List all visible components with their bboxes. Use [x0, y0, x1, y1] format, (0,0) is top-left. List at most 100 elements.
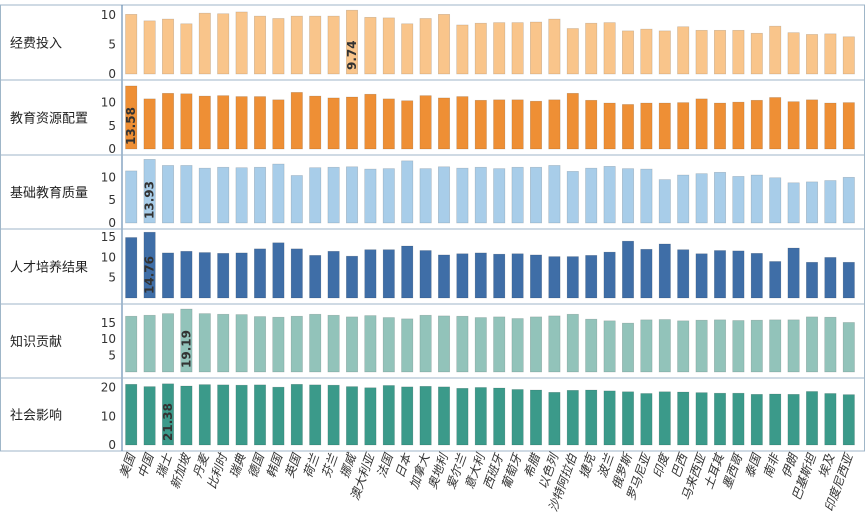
bar [327, 97, 340, 150]
bar [419, 95, 432, 150]
bar [125, 315, 138, 373]
bar [585, 318, 598, 373]
bar [805, 316, 819, 373]
bar [732, 320, 745, 373]
y-tick-label: 15 [101, 230, 116, 244]
row-label: 社会影响 [10, 408, 62, 424]
bar [640, 28, 653, 75]
bar [345, 166, 359, 224]
bar [254, 96, 267, 150]
bar [713, 102, 727, 150]
bar [401, 160, 414, 224]
bar [603, 251, 616, 299]
panel-2: 教育资源配置 0 5 10 13.58 [0, 79, 865, 156]
bar [180, 23, 193, 75]
bar [658, 30, 671, 75]
bar [437, 97, 451, 150]
bar [474, 22, 487, 75]
bar [162, 252, 175, 299]
value-label: 13.93 [143, 181, 157, 219]
bar [640, 168, 653, 224]
bar [824, 316, 837, 373]
bar [658, 319, 671, 373]
bar [474, 252, 487, 299]
bar [548, 315, 561, 373]
bar [290, 15, 303, 75]
bar [787, 319, 800, 373]
bar [732, 101, 745, 150]
bar [290, 175, 303, 224]
bar [585, 167, 598, 224]
bar [272, 99, 285, 150]
bar [382, 385, 395, 446]
bar [493, 316, 506, 373]
bar [677, 249, 690, 299]
bar [143, 159, 156, 224]
bar [842, 394, 855, 446]
bar [805, 181, 819, 224]
bar [677, 320, 690, 373]
bar [254, 166, 267, 224]
bar [401, 23, 414, 75]
bar [345, 316, 359, 373]
y-tick-label: 10 [101, 332, 116, 346]
bar [529, 254, 543, 299]
bar [511, 22, 524, 75]
bar [143, 314, 156, 373]
bar [419, 385, 432, 446]
bar [603, 320, 616, 373]
bar [603, 390, 616, 446]
bar [235, 314, 248, 373]
bar [529, 316, 543, 373]
bar [456, 315, 469, 373]
bar [254, 316, 267, 373]
bar [640, 319, 653, 373]
bar [290, 315, 303, 373]
bar [566, 171, 579, 224]
bar [695, 29, 708, 75]
bar [235, 96, 248, 150]
bar [180, 308, 193, 373]
bar [529, 166, 543, 224]
bar [327, 314, 340, 373]
bar [401, 100, 414, 150]
bar [364, 16, 377, 75]
bar [566, 92, 579, 150]
bar [713, 29, 727, 75]
bar [842, 322, 855, 373]
bar [529, 21, 543, 75]
bar [805, 261, 819, 299]
bar [235, 384, 248, 446]
bar [401, 245, 414, 299]
bar [382, 249, 395, 299]
bar [364, 249, 377, 299]
bar [842, 261, 855, 299]
bar [125, 170, 138, 224]
bar [217, 313, 230, 373]
bar [401, 318, 414, 373]
bar [769, 25, 782, 75]
bar [750, 319, 763, 373]
bar [824, 180, 837, 224]
bar [272, 163, 285, 224]
bar [437, 254, 451, 299]
bar [548, 392, 561, 446]
bar [805, 99, 819, 150]
bar [327, 384, 340, 446]
bar [677, 391, 690, 446]
bar [732, 176, 745, 224]
bar [162, 383, 175, 446]
bar [162, 313, 175, 373]
bar [180, 93, 193, 150]
bar [419, 168, 432, 224]
bar [658, 243, 671, 299]
bar [621, 30, 635, 75]
y-tick-label: 5 [108, 119, 116, 133]
bar [456, 253, 469, 299]
bar [787, 182, 800, 224]
bar [842, 176, 855, 224]
bar [621, 240, 635, 299]
bar [769, 393, 782, 446]
y-tick-label: 10 [101, 96, 116, 110]
bar [235, 252, 248, 299]
